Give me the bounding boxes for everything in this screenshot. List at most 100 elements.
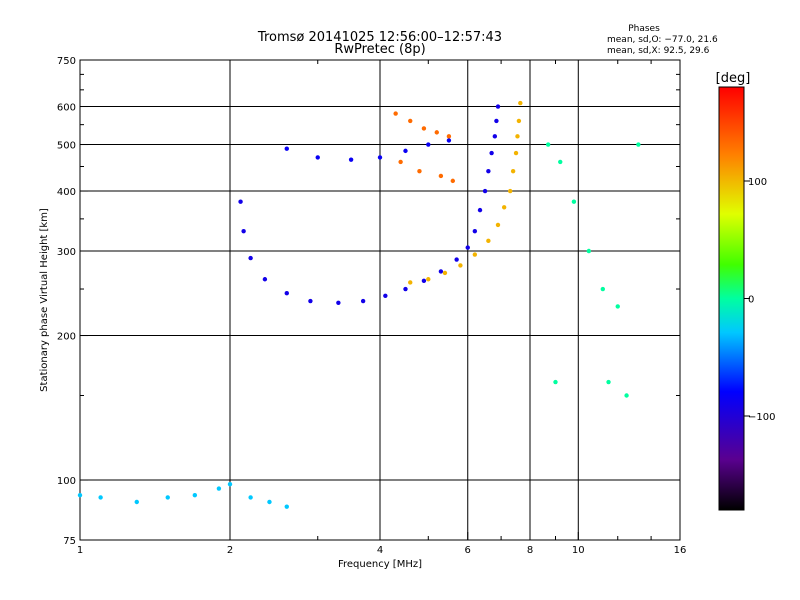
- echo-point: [308, 298, 313, 304]
- y-tick-label: 300: [57, 247, 76, 258]
- echo-point: [465, 245, 470, 250]
- echo-point: [426, 277, 431, 282]
- echo-point: [553, 379, 558, 385]
- x-tick-label: 1: [77, 545, 83, 556]
- echo-point: [408, 280, 413, 285]
- colorbar-tick-label: 100: [748, 177, 767, 188]
- echo-point: [472, 228, 478, 234]
- echo-point: [515, 134, 520, 139]
- echo-point: [501, 205, 507, 210]
- colorbar: [deg] 100 0 −100: [716, 71, 775, 511]
- echo-point: [417, 168, 422, 174]
- y-tick-label: 600: [57, 103, 76, 114]
- echo-point: [438, 173, 444, 179]
- echo-point: [216, 486, 222, 491]
- echo-point: [492, 134, 498, 139]
- echo-point: [403, 286, 408, 292]
- echo-point: [450, 178, 456, 184]
- echo-point: [458, 263, 463, 268]
- echo-point: [248, 255, 253, 261]
- x-tick-label: 6: [465, 545, 471, 556]
- colorbar-gradient: [718, 86, 745, 511]
- echo-point: [446, 134, 452, 139]
- echo-point: [495, 222, 501, 228]
- chart-title: Tromsø 20141025 12:56:00–12:57:43: [257, 30, 502, 45]
- echo-point: [284, 291, 289, 296]
- echo-point: [486, 238, 491, 244]
- echo-point: [348, 157, 354, 162]
- echo-point: [393, 111, 398, 116]
- echo-point: [192, 492, 198, 498]
- echo-point: [408, 118, 413, 124]
- title-block: Tromsø 20141025 12:56:00–12:57:43 RwPret…: [257, 30, 502, 57]
- plot-area: [77, 59, 681, 541]
- echo-point: [267, 499, 272, 505]
- echo-point: [284, 146, 289, 151]
- echo-point: [600, 286, 606, 292]
- phase-stats: Phases mean, sd,O: −77.0, 21.6 mean, sd,…: [607, 24, 718, 56]
- echo-point: [403, 148, 408, 154]
- echo-point: [516, 118, 522, 124]
- y-tick-label: 75: [63, 536, 76, 547]
- x-tick-label: 8: [527, 545, 533, 556]
- echo-point: [315, 155, 320, 160]
- phase-stats-o: mean, sd,O: −77.0, 21.6: [607, 35, 718, 45]
- echo-point: [486, 168, 491, 174]
- echo-point: [248, 495, 253, 500]
- echo-point: [558, 159, 563, 165]
- echo-point: [482, 188, 488, 194]
- echo-point: [165, 495, 170, 500]
- y-tick-label: 400: [57, 187, 76, 198]
- echo-point: [421, 126, 427, 131]
- echo-point: [586, 248, 592, 254]
- phase-stats-x: mean, sd,X: 92.5, 29.6: [607, 46, 710, 56]
- echo-point: [434, 130, 439, 135]
- echo-point: [545, 142, 551, 147]
- echo-point: [377, 155, 383, 160]
- colorbar-tick-label: −100: [748, 412, 775, 423]
- x-tick-label: 4: [377, 545, 383, 556]
- echo-point: [454, 257, 459, 262]
- colorbar-tick-label: 0: [748, 295, 754, 306]
- echo-point: [241, 228, 246, 234]
- echo-point: [472, 252, 478, 257]
- echo-point: [134, 499, 139, 505]
- echo-point: [227, 482, 233, 487]
- echo-point: [571, 199, 577, 204]
- x-tick-label: 10: [572, 545, 585, 556]
- y-tick-label: 500: [57, 141, 76, 152]
- echo-point: [360, 298, 366, 304]
- y-tick-label: 100: [57, 476, 76, 487]
- echo-point: [442, 270, 448, 276]
- x-tick-label: 2: [227, 545, 233, 556]
- echo-point: [507, 188, 513, 194]
- phase-stats-heading: Phases: [628, 24, 660, 34]
- echo-point: [615, 304, 620, 309]
- x-axis-label: Frequency [MHz]: [338, 559, 422, 570]
- y-axis-label: Stationary phase Virtual Height [km]: [39, 208, 50, 392]
- echo-point: [336, 300, 341, 306]
- echo-point: [494, 118, 499, 124]
- echo-point: [636, 142, 641, 147]
- echo-point: [262, 277, 268, 282]
- chart-subtitle: RwPretec (8p): [334, 42, 425, 57]
- echo-point: [426, 142, 431, 147]
- echo-point: [518, 100, 523, 106]
- echo-point: [446, 138, 452, 143]
- echo-point: [438, 269, 444, 274]
- echo-point: [489, 150, 494, 156]
- echo-point: [98, 495, 103, 500]
- y-tick-label: 750: [57, 56, 76, 67]
- echo-point: [510, 168, 516, 174]
- echo-point: [495, 104, 501, 109]
- echo-point: [606, 379, 611, 385]
- echo-point: [421, 278, 427, 284]
- echo-point: [513, 150, 519, 156]
- echo-point: [477, 207, 483, 213]
- x-tick-label: 16: [674, 545, 687, 556]
- colorbar-label: [deg]: [716, 71, 751, 86]
- echo-point: [238, 199, 243, 204]
- echo-point: [398, 159, 403, 165]
- y-tick-label: 200: [57, 332, 76, 343]
